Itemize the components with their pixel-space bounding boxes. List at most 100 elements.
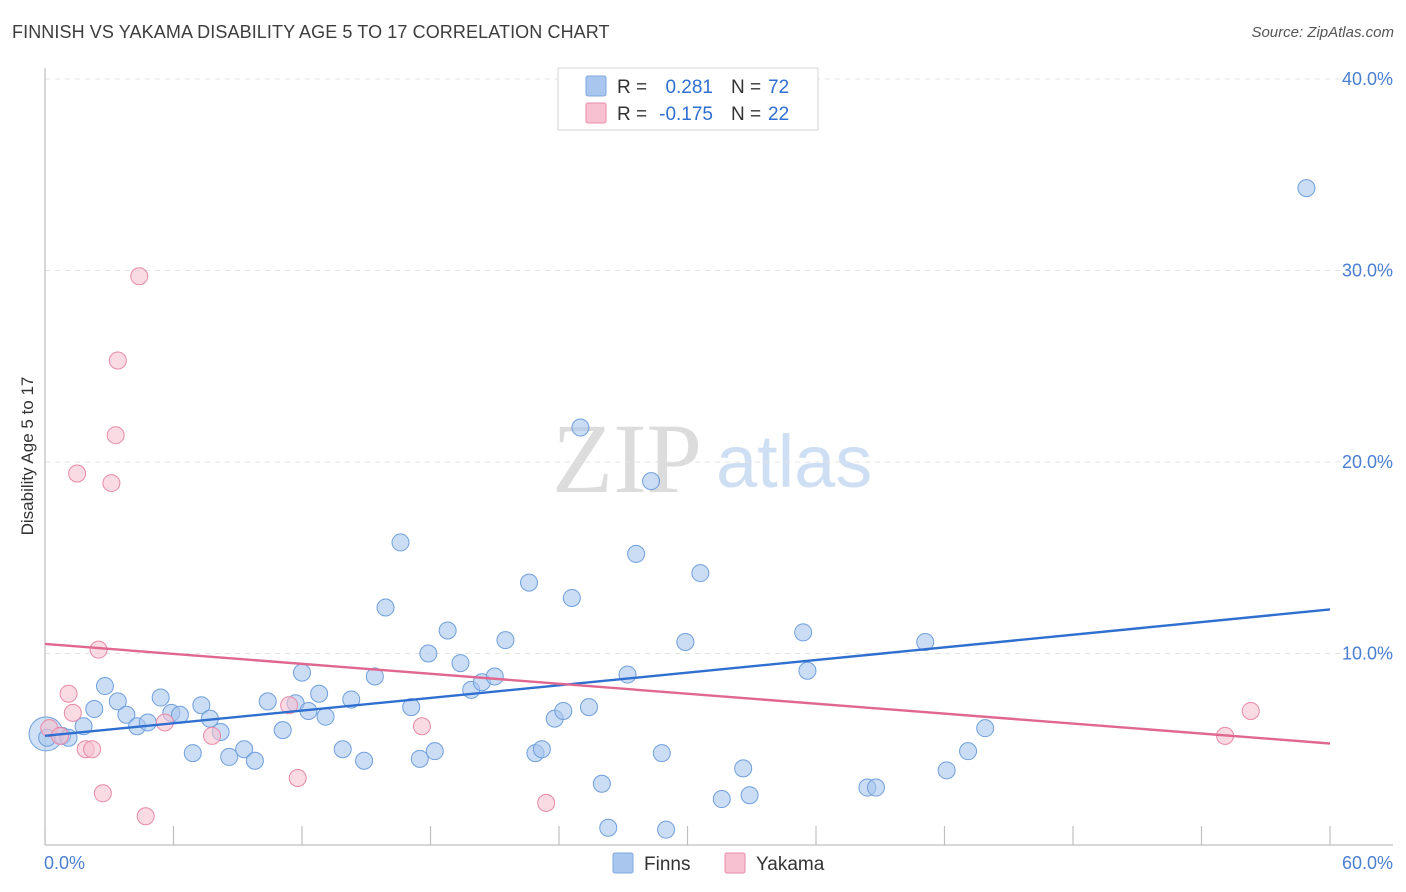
finns-point bbox=[618, 665, 637, 684]
finns-point bbox=[117, 705, 136, 724]
yakama-trend-line bbox=[44, 642, 1331, 745]
finns-point bbox=[170, 705, 189, 724]
finns-point bbox=[151, 688, 170, 707]
yakama-point bbox=[1241, 701, 1260, 720]
legend-swatch-finns bbox=[585, 75, 607, 97]
finns-point bbox=[95, 677, 114, 696]
finns-point bbox=[937, 761, 956, 780]
finns-point bbox=[220, 747, 239, 766]
yakama-point bbox=[280, 696, 299, 715]
finns-point bbox=[355, 751, 374, 770]
yakama-point bbox=[59, 684, 78, 703]
yakama-point bbox=[412, 717, 431, 736]
finns-point bbox=[562, 588, 581, 607]
finns-point bbox=[798, 661, 817, 680]
yakama-point bbox=[537, 793, 556, 812]
finns-point bbox=[959, 742, 978, 761]
finns-point bbox=[438, 621, 457, 640]
finns-point bbox=[691, 564, 710, 583]
yakama-point bbox=[93, 784, 112, 803]
yakama-point bbox=[102, 474, 121, 493]
yakama-point bbox=[108, 351, 127, 370]
y-tick-label: 10.0% bbox=[1342, 644, 1393, 664]
legend-swatch-bottom-yakama bbox=[724, 852, 746, 874]
yakama-point bbox=[136, 807, 155, 826]
finns-point bbox=[579, 698, 598, 717]
legend-swatch-bottom-finns bbox=[612, 852, 634, 874]
finns-point bbox=[496, 631, 515, 650]
watermark-zip: ZIP bbox=[552, 403, 702, 514]
finns-point bbox=[333, 740, 352, 759]
x-tick-label-max: 60.0% bbox=[1342, 853, 1393, 873]
finns-point bbox=[451, 654, 470, 673]
y-tick-label: 30.0% bbox=[1342, 261, 1393, 281]
gridlines bbox=[45, 78, 1393, 654]
finns-point bbox=[376, 598, 395, 617]
legend-r-value-finns: 0.281 bbox=[665, 77, 713, 98]
finns-point bbox=[712, 790, 731, 809]
finns-trend-line bbox=[44, 608, 1331, 738]
finns-point bbox=[676, 633, 695, 652]
legend-r-label-finns: R = bbox=[617, 77, 647, 98]
x-tick-label-min: 0.0% bbox=[44, 853, 85, 873]
series-legend: Finns Yakama bbox=[612, 852, 825, 875]
legend-n-label-yakama: N = bbox=[731, 104, 761, 125]
finns-point bbox=[183, 744, 202, 763]
finns-point bbox=[571, 418, 590, 437]
legend-r-value-yakama: -0.175 bbox=[659, 104, 713, 125]
finns-point bbox=[410, 749, 429, 768]
finns-point bbox=[794, 623, 813, 642]
legend-n-value-yakama: 22 bbox=[768, 104, 789, 125]
finns-point bbox=[485, 667, 504, 686]
finns-point bbox=[365, 667, 384, 686]
finns-series bbox=[28, 179, 1316, 839]
finns-point bbox=[316, 707, 335, 726]
y-tick-labels: 10.0% 20.0% 30.0% 40.0% bbox=[1342, 69, 1393, 664]
finns-point bbox=[599, 818, 618, 837]
yakama-point bbox=[83, 740, 102, 759]
yakama-point bbox=[68, 464, 87, 483]
finns-point bbox=[258, 692, 277, 711]
legend-n-label-finns: N = bbox=[731, 77, 761, 98]
legend-label-yakama: Yakama bbox=[756, 854, 825, 875]
y-tick-label: 20.0% bbox=[1342, 452, 1393, 472]
finns-point bbox=[532, 740, 551, 759]
finns-point bbox=[192, 696, 211, 715]
finns-point bbox=[642, 472, 661, 491]
finns-point bbox=[108, 692, 127, 711]
finns-point bbox=[342, 690, 361, 709]
finns-point bbox=[419, 644, 438, 663]
finns-point bbox=[652, 744, 671, 763]
finns-point bbox=[592, 774, 611, 793]
finns-point bbox=[391, 533, 410, 552]
yakama-point bbox=[106, 426, 125, 445]
finns-point bbox=[273, 721, 292, 740]
x-axis-ticks bbox=[44, 826, 1331, 845]
finns-point bbox=[554, 701, 573, 720]
finns-point bbox=[734, 759, 753, 778]
y-tick-label: 40.0% bbox=[1342, 69, 1393, 89]
finns-point bbox=[85, 700, 104, 719]
legend-n-value-finns: 72 bbox=[768, 77, 789, 98]
finns-point bbox=[310, 684, 329, 703]
finns-point bbox=[235, 740, 254, 759]
finns-point bbox=[425, 742, 444, 761]
finns-point bbox=[245, 751, 264, 770]
chart-title: FINNISH VS YAKAMA DISABILITY AGE 5 TO 17… bbox=[12, 22, 610, 42]
legend-r-label-yakama: R = bbox=[617, 104, 647, 125]
yakama-point bbox=[288, 768, 307, 787]
legend-label-finns: Finns bbox=[644, 854, 690, 875]
finns-point bbox=[976, 719, 995, 738]
finns-point bbox=[520, 573, 539, 592]
yakama-point bbox=[63, 703, 82, 722]
yakama-point bbox=[203, 726, 222, 745]
finns-point bbox=[740, 786, 759, 805]
legend-swatch-yakama bbox=[585, 102, 607, 124]
yakama-point bbox=[130, 267, 149, 286]
yakama-series bbox=[40, 267, 1260, 826]
finns-point bbox=[138, 713, 157, 732]
source-credit: Source: ZipAtlas.com bbox=[1251, 24, 1394, 41]
trend-lines bbox=[44, 608, 1331, 745]
finns-point bbox=[916, 633, 935, 652]
